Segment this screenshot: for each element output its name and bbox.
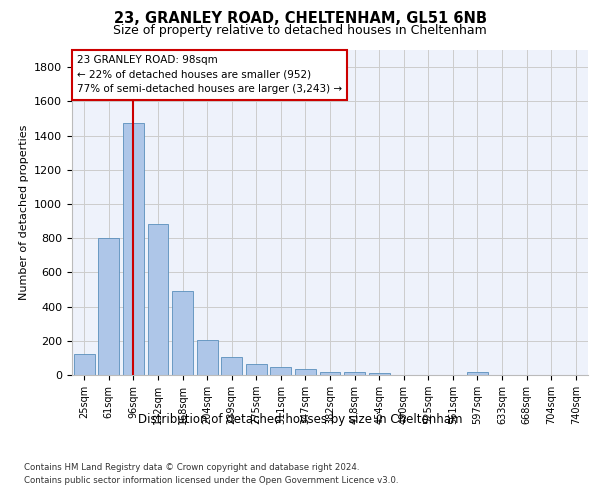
Text: Contains public sector information licensed under the Open Government Licence v3: Contains public sector information licen…	[24, 476, 398, 485]
Y-axis label: Number of detached properties: Number of detached properties	[19, 125, 29, 300]
Bar	[123, 122, 144, 375]
Bar	[98, 238, 119, 375]
Bar	[172, 291, 193, 375]
Bar	[320, 372, 340, 375]
Bar	[271, 368, 292, 375]
Bar	[148, 224, 169, 375]
Bar	[344, 372, 365, 375]
Bar	[74, 354, 95, 375]
Bar	[246, 364, 267, 375]
Text: 23 GRANLEY ROAD: 98sqm
← 22% of detached houses are smaller (952)
77% of semi-de: 23 GRANLEY ROAD: 98sqm ← 22% of detached…	[77, 55, 342, 94]
Bar	[368, 374, 389, 375]
Text: Contains HM Land Registry data © Crown copyright and database right 2024.: Contains HM Land Registry data © Crown c…	[24, 462, 359, 471]
Bar	[221, 357, 242, 375]
Text: 23, GRANLEY ROAD, CHELTENHAM, GL51 6NB: 23, GRANLEY ROAD, CHELTENHAM, GL51 6NB	[113, 11, 487, 26]
Text: Distribution of detached houses by size in Cheltenham: Distribution of detached houses by size …	[138, 412, 462, 426]
Bar	[295, 369, 316, 375]
Text: Size of property relative to detached houses in Cheltenham: Size of property relative to detached ho…	[113, 24, 487, 37]
Bar	[197, 340, 218, 375]
Bar	[467, 372, 488, 375]
